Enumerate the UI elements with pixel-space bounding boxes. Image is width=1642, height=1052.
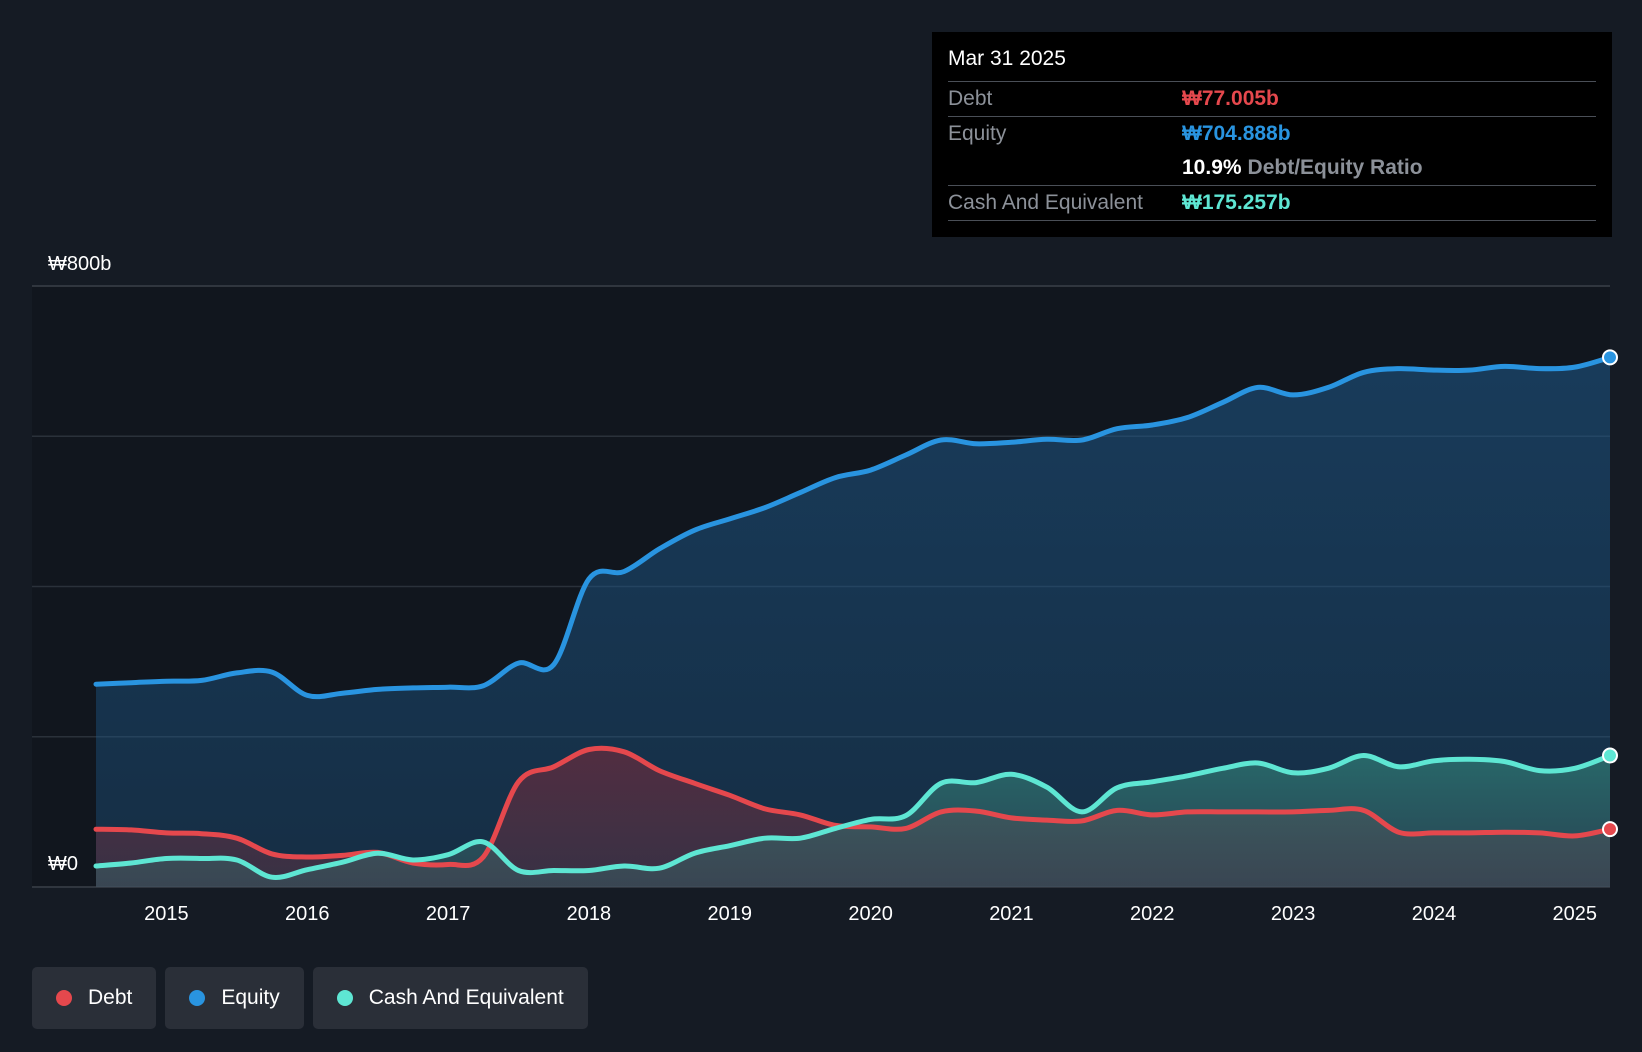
tooltip-equity-value: ₩704.888b (1182, 122, 1291, 145)
tooltip-cash-label: Cash And Equivalent (948, 191, 1143, 214)
equity-dot-icon (189, 990, 206, 1006)
cash-series-line (93, 752, 1613, 880)
legend-label-equity: Equity (221, 986, 280, 1009)
x-axis-ticks: 2015 2016 2017 2018 2019 2020 2021 2022 2023 2024… (144, 903, 1597, 925)
equity-series-line (93, 354, 1613, 700)
x-tick-label: 2022 (1130, 903, 1175, 925)
equity-highlight-point (1602, 349, 1618, 366)
x-tick-label: 2017 (426, 903, 471, 925)
tooltip-equity-row: Equity ₩704.888b (948, 117, 1596, 151)
x-tick-label: 2021 (989, 903, 1034, 925)
x-tick-label: 2016 (285, 903, 330, 925)
tooltip-cash-row: Cash And Equivalent ₩175.257b (948, 186, 1596, 221)
x-tick-label: 2015 (144, 903, 189, 925)
x-tick-label: 2023 (1271, 903, 1316, 925)
x-tick-label: 2025 (1553, 903, 1598, 925)
tooltip-date: Mar 31 2025 (948, 47, 1596, 82)
equity-area (96, 357, 1610, 887)
debt-dot-icon (56, 990, 72, 1006)
cash-area (96, 755, 1610, 887)
legend-label-cash: Cash And Equivalent (368, 986, 564, 1009)
data-tooltip: Mar 31 2025 Debt ₩77.005b Equity ₩704.88… (932, 32, 1612, 237)
legend-item-equity[interactable]: Equity (165, 967, 304, 1029)
x-tick-label: 2019 (708, 903, 753, 925)
tooltip-debt-value: ₩77.005b (1182, 87, 1279, 110)
legend-item-debt[interactable]: Debt (32, 967, 157, 1029)
tooltip-equity-label: Equity (948, 122, 1007, 145)
debt-highlight-point (1602, 821, 1618, 838)
legend-item-cash[interactable]: Cash And Equivalent (312, 967, 588, 1029)
cash-highlight-point (1602, 747, 1618, 764)
y-axis-zero-label: ₩0 (48, 853, 78, 875)
chart-legend: Debt Equity Cash And Equivalent (32, 967, 588, 1029)
tooltip-ratio-label: Debt/Equity Ratio (1247, 156, 1423, 179)
cash-dot-icon (336, 990, 353, 1006)
tooltip-debt-row: Debt ₩77.005b (948, 82, 1596, 117)
x-tick-label: 2024 (1412, 903, 1457, 925)
y-axis-top-label: ₩800b (48, 253, 111, 275)
tooltip-cash-value: ₩175.257b (1182, 191, 1291, 214)
highlight-markers (1602, 349, 1618, 838)
tooltip-ratio-value: 10.9% (1182, 156, 1242, 179)
legend-label-debt: Debt (88, 986, 133, 1009)
x-tick-label: 2020 (848, 903, 893, 925)
x-tick-label: 2018 (567, 903, 612, 925)
tooltip-debt-label: Debt (948, 87, 993, 110)
tooltip-ratio-row: 10.9% Debt/Equity Ratio (948, 151, 1596, 186)
